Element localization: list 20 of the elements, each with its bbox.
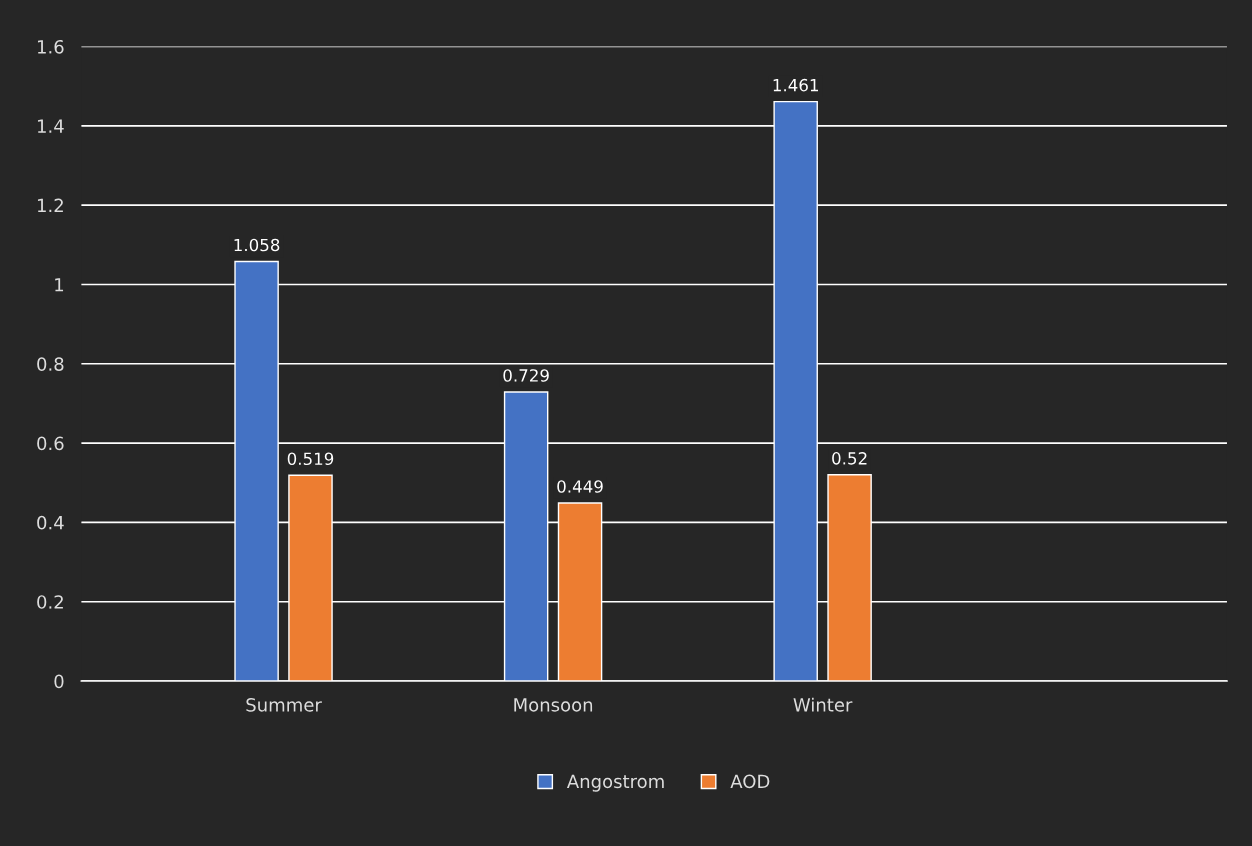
data-label: 0.519 xyxy=(287,452,334,466)
data-label: 1.058 xyxy=(234,238,280,252)
y-tick-label: 1.4 xyxy=(37,119,64,133)
y-tick-label: 0.8 xyxy=(37,357,64,371)
data-label: 0.52 xyxy=(832,452,867,465)
x-tick-label: Summer xyxy=(246,698,322,712)
x-tick-label: Monsoon xyxy=(514,698,593,712)
x-tick-label: Winter xyxy=(793,697,853,712)
y-tick-label: 1.2 xyxy=(37,198,63,213)
y-tick-label: 0 xyxy=(54,674,64,689)
y-tick-label: 0.6 xyxy=(37,436,64,451)
legend-label: AOD xyxy=(730,774,770,789)
y-tick-label: 0.2 xyxy=(37,595,63,609)
y-tick-label: 1 xyxy=(55,278,64,292)
y-tick-label: 1.6 xyxy=(37,39,64,54)
legend-label: Angostrom xyxy=(566,774,664,792)
data-label: 0.449 xyxy=(557,480,603,493)
data-label: 1.461 xyxy=(773,78,818,92)
y-tick-label: 0.4 xyxy=(37,515,64,530)
data-label: 0.729 xyxy=(503,369,549,382)
